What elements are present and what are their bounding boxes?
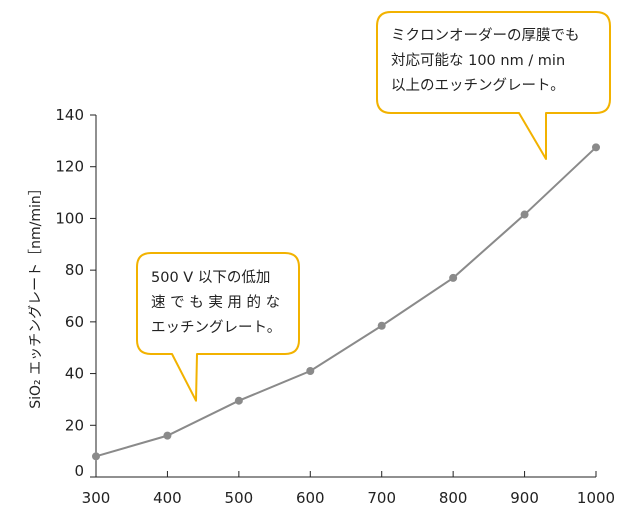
tick-labels: 300 400 500 600 700 800 900 1000 0 20 40 60 80 100 120… — [55, 106, 615, 507]
data-point — [449, 273, 458, 282]
series-line — [95, 146, 597, 458]
series-group — [92, 143, 600, 461]
x-tick-label: 1000 — [577, 489, 615, 507]
data-point — [306, 366, 315, 375]
data-point — [92, 452, 100, 461]
y-tick-label: 80 — [65, 261, 84, 279]
x-tick-label: 500 — [225, 489, 254, 507]
callout-text-line: 速 で も 実 用 的 な — [151, 294, 280, 311]
y-tick-label: 0 — [74, 462, 84, 480]
callout-bubble — [376, 11, 611, 160]
y-tick-label: 60 — [65, 313, 84, 331]
y-tick-label: 100 — [55, 209, 84, 227]
y-tick-label: 40 — [65, 365, 84, 383]
y-tick-label: 140 — [55, 106, 84, 124]
data-point — [377, 321, 386, 330]
callout-text-line: 以上のエッチングレート。 — [391, 77, 565, 94]
axes — [95, 115, 596, 478]
callout-bubble — [136, 252, 300, 402]
x-tick-label: 600 — [296, 489, 325, 507]
x-tick-label: 400 — [153, 489, 182, 507]
x-tick-label: 700 — [367, 489, 396, 507]
x-tick-label: 800 — [439, 489, 468, 507]
callout-text-line: エッチングレート。 — [151, 319, 281, 336]
data-point — [234, 396, 243, 405]
x-tick-label: 300 — [82, 489, 111, 507]
y-tick-label: 20 — [65, 416, 84, 434]
callout-text-line: ミクロンオーダーの厚膜でも — [391, 27, 580, 44]
data-point — [592, 143, 600, 152]
data-point — [520, 210, 529, 219]
x-tick-label: 900 — [510, 489, 539, 507]
data-point — [163, 431, 172, 440]
callout-text-line: 対応可能な 100 nm / min — [391, 52, 565, 69]
y-axis-label: SiO₂ エッチングレート［nm/min］ — [28, 181, 44, 409]
callout-text-line: 500 V 以下の低加 — [151, 269, 270, 286]
y-tick-label: 120 — [55, 158, 84, 176]
